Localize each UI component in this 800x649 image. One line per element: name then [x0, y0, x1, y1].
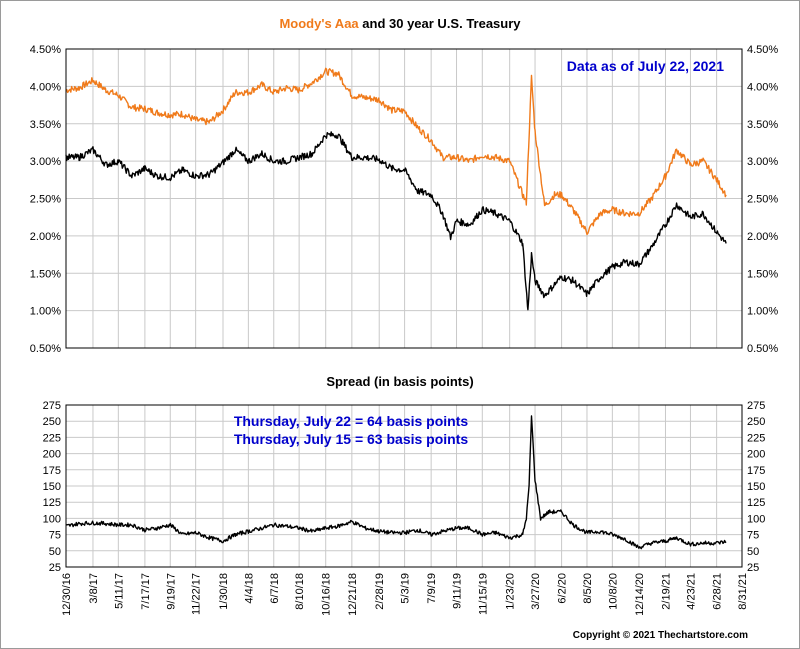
top-title-aaa: Moody's Aaa	[279, 16, 359, 31]
series-line-30-year-u-s-treasury	[65, 131, 727, 311]
y-tick-label-right: 4.50%	[747, 44, 778, 56]
spread-y-axis-left: 25 50 75 100 125 150 175 200 225 250 275	[43, 400, 61, 574]
y-tick-label-left: 250	[43, 416, 61, 428]
top-chart-grid	[65, 48, 743, 349]
x-tick-label: 12/14/20	[634, 573, 646, 616]
x-tick-label: 8/10/18	[294, 573, 306, 610]
x-tick-label: 5/3/19	[400, 573, 412, 604]
y-tick-label-right: 25	[747, 562, 759, 574]
y-tick-label-left: 125	[43, 497, 61, 509]
top-y-axis-right: 0.50% 1.00% 1.50% 2.00% 2.50% 3.00% 3.50% 4.00%…	[747, 44, 778, 355]
y-tick-label-left: 150	[43, 481, 61, 493]
spread-chart-series	[65, 415, 727, 550]
y-tick-label-right: 275	[747, 400, 765, 412]
y-tick-label-right: 75	[747, 530, 759, 542]
y-tick-label-right: 225	[747, 432, 765, 444]
x-tick-label: 4/23/21	[685, 573, 697, 610]
data-date-note: Data as of July 22, 2021	[567, 58, 724, 74]
x-tick-label: 3/27/20	[530, 573, 542, 610]
series-line-moody-s-aaa	[65, 67, 727, 236]
top-chart-title: Moody's Aaa and 30 year U.S. Treasury	[279, 16, 521, 31]
y-tick-label-right: 3.50%	[747, 119, 778, 131]
x-tick-label: 9/11/19	[452, 573, 464, 609]
y-tick-label-left: 4.50%	[30, 44, 61, 56]
top-y-axis-left: 0.50% 1.00% 1.50% 2.00% 2.50% 3.00% 3.50% 4.00%…	[30, 44, 61, 355]
y-tick-label-right: 1.00%	[747, 306, 778, 318]
x-tick-label: 12/21/18	[347, 573, 359, 616]
y-tick-label-right: 100	[747, 513, 765, 525]
y-tick-label-right: 150	[747, 481, 765, 493]
x-tick-label: 10/8/20	[607, 573, 619, 610]
y-tick-label-left: 3.00%	[30, 156, 61, 168]
y-tick-label-right: 0.50%	[747, 343, 778, 355]
y-tick-label-left: 25	[49, 562, 61, 574]
y-tick-label-left: 200	[43, 449, 61, 461]
y-tick-label-right: 50	[747, 546, 759, 558]
spread-chart-grid	[65, 404, 743, 568]
x-tick-label: 4/4/18	[243, 573, 255, 604]
x-tick-label: 12/30/16	[61, 573, 73, 616]
x-tick-label: 3/8/17	[88, 573, 100, 604]
y-tick-label-right: 125	[747, 497, 765, 509]
x-tick-label: 9/19/17	[165, 573, 177, 610]
x-tick-label: 6/7/18	[269, 573, 281, 604]
y-tick-label-left: 1.50%	[30, 268, 61, 280]
y-tick-label-left: 3.50%	[30, 119, 61, 131]
y-tick-label-left: 175	[43, 465, 61, 477]
spread-note-july22: Thursday, July 22 = 64 basis points	[234, 413, 469, 429]
x-tick-label: 6/28/21	[712, 573, 724, 610]
top-plot-border	[65, 48, 743, 349]
y-tick-label-right: 2.00%	[747, 231, 778, 243]
x-tick-label: 6/2/20	[557, 573, 569, 604]
spread-y-axis-right: 25 50 75 100 125 150 175 200 225 250 275	[747, 400, 765, 574]
y-tick-label-right: 2.50%	[747, 194, 778, 206]
copyright-text: Copyright © 2021 Thechartstore.com	[573, 630, 748, 641]
y-tick-label-left: 275	[43, 400, 61, 412]
spread-plot-border	[65, 404, 743, 568]
series-line-spread	[65, 415, 727, 550]
spread-note-july15: Thursday, July 15 = 63 basis points	[234, 431, 469, 447]
x-tick-label: 10/16/18	[321, 573, 333, 616]
x-tick-label: 5/11/17	[113, 573, 125, 609]
x-tick-label: 2/28/19	[374, 573, 386, 610]
x-tick-label: 2/19/21	[660, 573, 672, 610]
top-chart-series	[65, 67, 727, 311]
x-tick-label: 7/17/17	[140, 573, 152, 610]
spread-chart-title: Spread (in basis points)	[326, 374, 473, 389]
x-tick-label: 11/15/19	[477, 573, 489, 615]
y-tick-label-left: 2.00%	[30, 231, 61, 243]
y-tick-label-right: 250	[747, 416, 765, 428]
y-tick-label-left: 225	[43, 432, 61, 444]
y-tick-label-right: 1.50%	[747, 268, 778, 280]
y-tick-label-left: 1.00%	[30, 306, 61, 318]
x-tick-label: 1/30/18	[218, 573, 230, 610]
x-tick-label: 8/5/20	[582, 573, 594, 604]
y-tick-label-left: 100	[43, 513, 61, 525]
x-axis-date-labels: 12/30/16 3/8/17 5/11/17 7/17/17 9/19/17 11/22…	[61, 573, 749, 616]
y-tick-label-left: 4.00%	[30, 81, 61, 93]
x-tick-label: 11/22/17	[191, 573, 203, 615]
top-title-rest: and 30 year U.S. Treasury	[359, 16, 522, 31]
y-tick-label-left: 0.50%	[30, 343, 61, 355]
y-tick-label-left: 75	[49, 530, 61, 542]
x-tick-label: 8/31/21	[737, 573, 749, 610]
y-tick-label-right: 175	[747, 465, 765, 477]
y-tick-label-right: 4.00%	[747, 81, 778, 93]
x-tick-label: 1/23/20	[505, 573, 517, 610]
y-tick-label-right: 3.00%	[747, 156, 778, 168]
x-tick-label: 7/9/19	[426, 573, 438, 604]
y-tick-label-left: 2.50%	[30, 194, 61, 206]
y-tick-label-left: 50	[49, 546, 61, 558]
y-tick-label-right: 200	[747, 449, 765, 461]
